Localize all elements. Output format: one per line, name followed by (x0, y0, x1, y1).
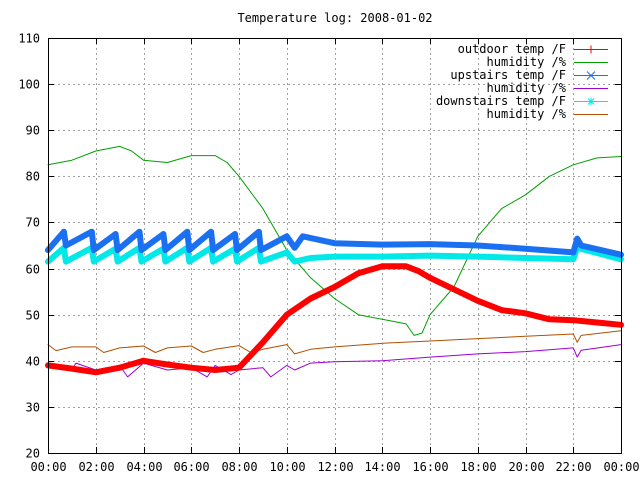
y-tick-label: 60 (26, 263, 40, 277)
y-tick-label: 80 (26, 170, 40, 184)
y-tick-label: 30 (26, 401, 40, 415)
x-tick-label: 12:00 (317, 460, 353, 474)
x-tick-label: 08:00 (221, 460, 257, 474)
x-tick-label: 04:00 (126, 460, 162, 474)
series-line-4 (45, 244, 624, 265)
x-tick-label: 00:00 (30, 460, 66, 474)
y-tick-labels: 20 30 40 50 60 70 80 90 100 110 (18, 32, 40, 461)
y-tick-label: 50 (26, 309, 40, 323)
x-tick-label: 06:00 (173, 460, 209, 474)
legend-marker-cross (586, 71, 596, 80)
legend-marker-star (587, 97, 595, 106)
legend-label: upstairs temp /F (450, 68, 566, 82)
x-tick-label: 14:00 (364, 460, 400, 474)
y-tick-label: 20 (26, 447, 40, 461)
y-tick-label: 100 (18, 78, 40, 92)
legend-label: humidity /% (487, 55, 567, 69)
series-line-2 (45, 228, 624, 258)
legend-label: downstairs temp /F (436, 94, 566, 108)
x-tick-label: 16:00 (412, 460, 448, 474)
x-tick-label: 22:00 (555, 460, 591, 474)
x-tick-label: 00:00 (603, 460, 639, 474)
x-tick-label: 20:00 (508, 460, 544, 474)
y-tick-label: 110 (18, 32, 40, 46)
x-tick-label: 18:00 (460, 460, 496, 474)
x-tick-label: 02:00 (78, 460, 114, 474)
y-tick-label: 90 (26, 124, 40, 138)
x-tick-labels: 00:00 02:00 04:00 06:00 08:00 10:00 12:00 14:00… (30, 460, 639, 474)
chart-title: Temperature log: 2008-01-02 (237, 11, 432, 25)
legend-label: outdoor temp /F (458, 42, 566, 56)
y-tick-label: 40 (26, 355, 40, 369)
legend-label: humidity /% (487, 107, 567, 121)
series-line-0 (45, 263, 624, 376)
legend-marker-plus (587, 45, 595, 54)
series-group (45, 145, 624, 378)
series-line-1 (47, 145, 622, 336)
legend-label: humidity /% (487, 81, 567, 95)
axis-ticks (48, 38, 622, 454)
x-tick-label: 10:00 (269, 460, 305, 474)
y-tick-label: 70 (26, 216, 40, 230)
